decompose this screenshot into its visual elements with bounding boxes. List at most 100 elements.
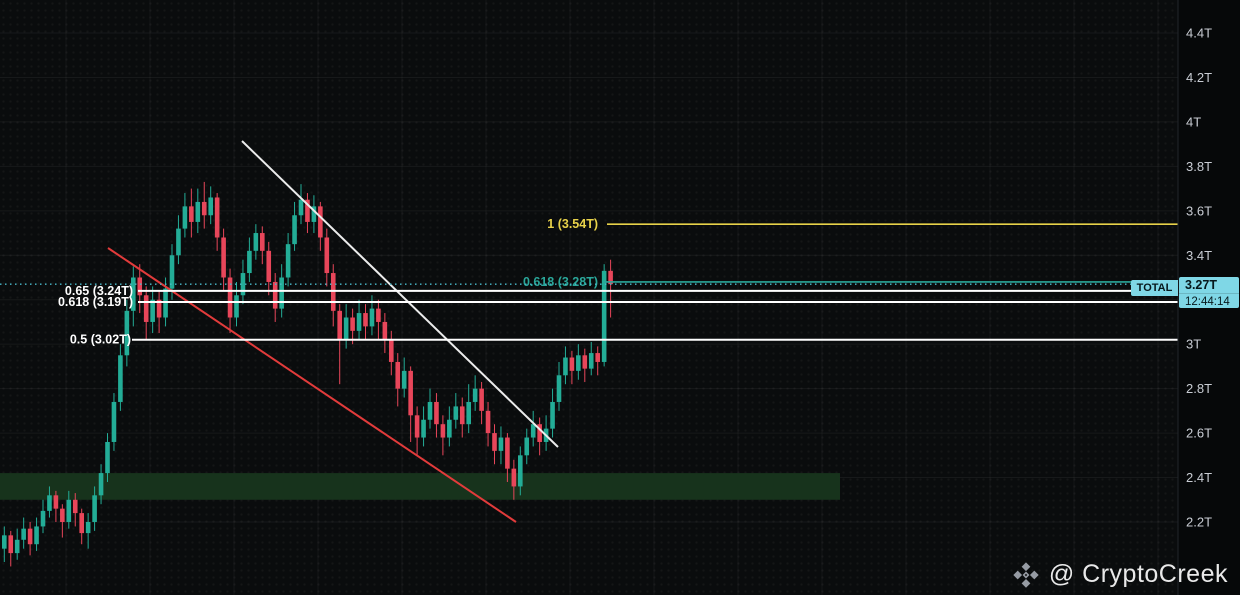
candle-up xyxy=(124,310,130,356)
red-trendline[interactable] xyxy=(107,247,517,523)
candle-up xyxy=(66,499,72,522)
candle-down xyxy=(595,353,600,362)
candle-down xyxy=(337,310,342,340)
candle-down xyxy=(608,270,613,285)
price-axis-tick-label: 4.2T xyxy=(1186,70,1212,85)
candle-down xyxy=(260,233,265,251)
candle-up xyxy=(427,401,433,420)
candle-up xyxy=(576,355,581,371)
candle-up xyxy=(369,308,375,327)
candle-up xyxy=(401,370,407,389)
candle-up xyxy=(21,528,26,540)
candle-up xyxy=(453,406,459,420)
candle-up xyxy=(466,401,471,425)
candle-up xyxy=(447,419,452,438)
candle-up xyxy=(208,197,213,216)
candle-down xyxy=(582,355,588,369)
candle-up xyxy=(150,299,155,322)
candle-down xyxy=(389,339,394,362)
candle-down xyxy=(434,401,439,425)
candle-down xyxy=(137,277,143,296)
fib-levels: 1 (3.54T) 0.618 (3.28T) 0.65 (3.24T)0.618 … xyxy=(58,217,1178,347)
price-axis-tick-label: 4T xyxy=(1186,114,1201,129)
candle-up xyxy=(518,455,523,487)
candle-up xyxy=(182,206,188,229)
price-axis[interactable]: 4.4T 4.2T 4T 3.8T 3.6T 3.4T 3T 2.8T 2.6T 2.4T 2.2T xyxy=(1186,26,1212,530)
candle-up xyxy=(240,273,246,296)
price-axis-tick-label: 3.8T xyxy=(1186,159,1212,174)
price-axis-tick-label: 2.8T xyxy=(1186,381,1212,396)
candle-up xyxy=(40,510,46,527)
candle-up xyxy=(292,215,297,245)
fib-level-label[interactable]: 0.65 (3.24T) xyxy=(65,284,133,298)
candle-up xyxy=(98,473,104,496)
candle-up xyxy=(601,270,607,362)
price-axis-tick-label: 2.6T xyxy=(1186,426,1212,441)
support-zone-rectangle[interactable] xyxy=(0,473,840,500)
candle-down xyxy=(376,308,381,322)
fib-level-label[interactable]: 0.618 (3.28T) xyxy=(523,275,598,289)
binance-logo-icon xyxy=(1013,561,1039,588)
fib-level-label[interactable]: 1 (3.54T) xyxy=(547,217,598,231)
candle-down xyxy=(479,388,484,411)
candle-down xyxy=(408,370,413,416)
candle-down xyxy=(537,424,542,442)
white-trendline[interactable] xyxy=(241,140,559,448)
candle-down xyxy=(440,424,446,438)
candle-up xyxy=(556,375,562,402)
candle-up xyxy=(111,401,117,442)
candle-up xyxy=(163,288,168,318)
candle-up xyxy=(47,495,52,511)
fib-level-label[interactable]: 0.618 (3.19T) xyxy=(58,295,133,309)
candle-up xyxy=(550,401,555,429)
candle-down xyxy=(363,313,368,327)
candle-down xyxy=(221,237,226,278)
candle-down xyxy=(505,437,510,469)
current-price-value: 3.27T xyxy=(1185,278,1217,292)
candle-down xyxy=(569,357,575,371)
candle-down xyxy=(201,201,207,216)
bar-countdown-timer: 12:44:14 xyxy=(1179,293,1239,308)
candle-down xyxy=(266,250,272,282)
candle-up xyxy=(131,277,136,311)
candle-up xyxy=(234,295,239,318)
price-axis-tick-label: 2.4T xyxy=(1186,470,1212,485)
candle-down xyxy=(27,528,33,545)
fib-level-label[interactable]: 0.5 (3.02T) xyxy=(70,333,131,347)
candle-up xyxy=(176,228,181,256)
candle-down xyxy=(79,513,84,534)
candle-down xyxy=(485,410,491,434)
candle-down xyxy=(305,199,310,222)
candle-up xyxy=(169,255,175,289)
candle-down xyxy=(143,295,149,322)
candle-down xyxy=(324,237,330,274)
candle-down xyxy=(156,299,162,318)
candle-up xyxy=(421,419,426,438)
candle-down xyxy=(60,508,65,522)
candle-up xyxy=(588,353,594,369)
price-axis-tick-label: 4.4T xyxy=(1186,26,1212,41)
price-axis-tick-label: 3T xyxy=(1186,337,1201,352)
candle-up xyxy=(92,495,97,522)
price-axis-tick-label: 3.4T xyxy=(1186,248,1212,263)
candle-down xyxy=(272,281,278,309)
candle-down xyxy=(189,206,194,222)
symbol-price-tag: TOTAL xyxy=(1131,280,1178,296)
price-axis-tick-label: 3.6T xyxy=(1186,203,1212,218)
watermark-text: @ CryptoCreek xyxy=(1048,560,1228,588)
candle-up xyxy=(253,233,259,251)
candle-down xyxy=(72,499,78,514)
candle-down xyxy=(214,197,220,238)
candle-up xyxy=(85,521,91,534)
candle-down xyxy=(350,317,355,331)
candle-up xyxy=(118,355,123,402)
symbol-tag-label: TOTAL xyxy=(1136,282,1173,294)
candle-down xyxy=(53,495,59,509)
candle-down xyxy=(511,468,517,487)
candle-up xyxy=(343,317,349,340)
candle-down xyxy=(382,321,388,340)
candle-up xyxy=(356,313,362,331)
candle-down xyxy=(414,415,420,438)
candle-down xyxy=(227,277,233,318)
